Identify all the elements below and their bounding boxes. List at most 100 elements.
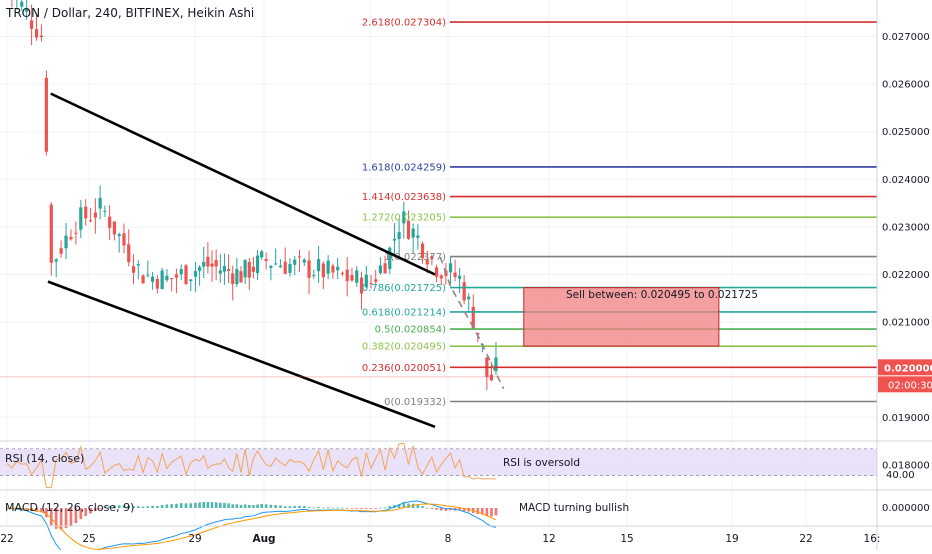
candle-body xyxy=(336,266,340,271)
macd-histogram-bar xyxy=(307,507,311,508)
rsi-band xyxy=(0,448,877,476)
candle-body xyxy=(255,255,260,274)
candle-body xyxy=(239,271,243,283)
candle-body xyxy=(439,275,443,279)
macd-histogram-bar xyxy=(288,506,292,508)
signal-line xyxy=(6,503,497,550)
sell-zone-box xyxy=(523,287,720,347)
macd-histogram-bar xyxy=(84,508,88,517)
macd-histogram-bar xyxy=(141,506,145,508)
candle-body xyxy=(297,256,302,258)
macd-histogram-bar xyxy=(98,508,102,509)
macd-histogram-bar xyxy=(189,503,193,508)
macd-histogram-bar xyxy=(481,508,484,515)
macd-histogram-bar xyxy=(283,506,287,508)
projection-path xyxy=(439,256,505,390)
candle-body xyxy=(462,282,466,301)
macd-histogram-bar xyxy=(219,502,222,508)
macd-histogram-bar xyxy=(402,502,406,508)
macd-histogram-bar xyxy=(293,506,297,508)
candle-body xyxy=(312,275,316,277)
price-tick-label: 0.025000 xyxy=(882,127,930,138)
macd-histogram-bar xyxy=(227,503,230,508)
candle-body xyxy=(20,1,24,7)
candle-body xyxy=(364,274,368,288)
macd-histogram-bar xyxy=(444,508,448,511)
time-tick-label: 29 xyxy=(188,533,201,545)
candle-body xyxy=(198,267,202,271)
macd-label: MACD (12, 26, close, 9) xyxy=(5,501,134,514)
macd-histogram-bar xyxy=(345,508,349,509)
candle-body xyxy=(88,220,93,222)
candle-body xyxy=(165,275,169,281)
candle-body xyxy=(278,265,283,268)
macd-histogram-bar xyxy=(127,505,131,508)
candle-body xyxy=(206,256,210,267)
macd-histogram-bar xyxy=(341,507,344,509)
macd-histogram-bar xyxy=(407,503,410,508)
channel-lower-line xyxy=(47,280,436,429)
candle-body xyxy=(210,263,214,267)
macd-histogram-bar xyxy=(45,508,48,518)
macd-histogram-bar xyxy=(416,504,420,508)
candle-body xyxy=(141,275,145,284)
candle-body xyxy=(108,216,112,228)
price-tick-label: 0.023000 xyxy=(882,222,930,233)
macd-histogram-bar xyxy=(231,504,235,508)
candle-body xyxy=(136,264,140,266)
time-tick-label: 25 xyxy=(82,533,95,545)
candle-body xyxy=(374,279,378,282)
macd-histogram-bar xyxy=(336,507,339,509)
macd-histogram-bar xyxy=(54,508,58,529)
candle-body xyxy=(274,263,278,265)
macd-histogram-bar xyxy=(243,504,247,508)
rsi-tick: 40.00 xyxy=(886,470,915,481)
candle-body xyxy=(69,236,73,240)
macd-histogram-bar xyxy=(132,506,135,508)
drawings[interactable] xyxy=(0,92,877,429)
candle-body xyxy=(264,259,268,261)
candle-body xyxy=(127,244,131,263)
macd-histogram-bar xyxy=(379,507,382,509)
macd-histogram-bar xyxy=(165,504,169,508)
candle-body xyxy=(458,275,462,279)
time-tick-label: 16: xyxy=(864,533,881,545)
macd-histogram-bar xyxy=(476,508,480,514)
candle-body xyxy=(288,263,292,273)
candle-body xyxy=(494,357,498,372)
macd-histogram-bar xyxy=(274,505,277,508)
candle-body xyxy=(93,212,97,218)
candle-body xyxy=(345,269,349,282)
time-tick-label: 19 xyxy=(725,533,738,545)
candle-body xyxy=(369,283,373,285)
macd-histogram-bar xyxy=(247,504,251,508)
fibonacci-retracement[interactable]: 2.618(0.027304) 1.618(0.024259) 1.414(0.02… xyxy=(362,18,877,408)
candle-body xyxy=(146,274,150,276)
candle-body xyxy=(222,265,227,272)
macd-histogram-bar xyxy=(223,502,226,508)
candle-body xyxy=(378,265,382,274)
candle-body xyxy=(331,265,335,273)
candle-body xyxy=(260,251,264,258)
candle-body xyxy=(160,270,164,290)
macd-histogram-bar xyxy=(383,507,387,509)
macd-histogram-bar xyxy=(156,505,159,508)
macd-histogram-bar xyxy=(214,502,218,508)
macd-histogram-bar xyxy=(302,506,306,508)
macd-histogram-bar xyxy=(113,505,116,508)
macd-histogram-bar xyxy=(388,506,392,508)
rsi-label: RSI (14, close) xyxy=(5,452,84,465)
candle-body xyxy=(416,235,420,238)
macd-histogram-bar xyxy=(485,508,489,517)
current-price-badge xyxy=(878,359,932,376)
macd-histogram-bar xyxy=(108,506,111,508)
candle-body xyxy=(189,279,193,282)
price-tick-label: 0.026000 xyxy=(882,80,930,91)
channel-upper-line xyxy=(50,92,436,276)
candles xyxy=(11,0,498,390)
candle-body xyxy=(411,228,415,238)
candle-body xyxy=(231,273,235,284)
candle-body xyxy=(39,35,44,38)
